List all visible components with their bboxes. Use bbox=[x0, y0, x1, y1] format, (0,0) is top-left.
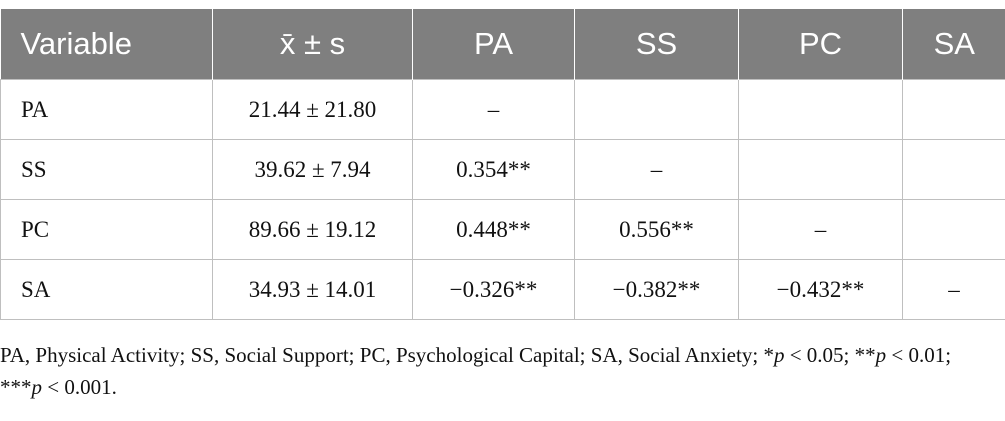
footnote-sig3-value: < 0.001. bbox=[42, 375, 117, 399]
cell-pc: – bbox=[738, 199, 903, 260]
cell-ss: – bbox=[574, 139, 739, 200]
row-label: SA bbox=[0, 259, 213, 320]
cell-pa: 0.448** bbox=[412, 199, 575, 260]
row-label: SS bbox=[0, 139, 213, 200]
cell-pc bbox=[738, 79, 903, 140]
cell-pc: −0.432** bbox=[738, 259, 903, 320]
correlation-table: Variable x̄ ± s PA SS PC SA PA 21.44 ± 2… bbox=[0, 9, 1005, 320]
correlation-table-container: Variable x̄ ± s PA SS PC SA PA 21.44 ± 2… bbox=[0, 9, 1005, 320]
cell-pa: −0.326** bbox=[412, 259, 575, 320]
cell-mean-sd: 39.62 ± 7.94 bbox=[212, 139, 413, 200]
header-pa: PA bbox=[412, 9, 575, 80]
cell-sa: – bbox=[902, 259, 1005, 320]
table-row: SS 39.62 ± 7.94 0.354** – bbox=[0, 139, 1005, 200]
footnote-sig2-p: p bbox=[875, 343, 887, 367]
footnote-sig3-p: p bbox=[31, 375, 43, 399]
cell-mean-sd: 21.44 ± 21.80 bbox=[212, 79, 413, 140]
header-mean-sd: x̄ ± s bbox=[212, 9, 413, 80]
cell-pa: 0.354** bbox=[412, 139, 575, 200]
cell-sa bbox=[902, 79, 1005, 140]
table-row: SA 34.93 ± 14.01 −0.326** −0.382** −0.43… bbox=[0, 259, 1005, 320]
cell-mean-sd: 34.93 ± 14.01 bbox=[212, 259, 413, 320]
cell-ss: 0.556** bbox=[574, 199, 739, 260]
footnote-sig2-value: < 0.01; bbox=[886, 343, 952, 367]
footnote-sig1-prefix: * bbox=[763, 343, 774, 367]
footnote-sig1-value: < 0.05; bbox=[784, 343, 855, 367]
row-label: PA bbox=[0, 79, 213, 140]
table-row: PA 21.44 ± 21.80 – bbox=[0, 79, 1005, 140]
row-label: PC bbox=[0, 199, 213, 260]
cell-sa bbox=[902, 139, 1005, 200]
footnote-sig3-prefix: *** bbox=[0, 375, 32, 399]
table-row: PC 89.66 ± 19.12 0.448** 0.556** – bbox=[0, 199, 1005, 260]
table-footnote: PA, Physical Activity; SS, Social Suppor… bbox=[0, 339, 990, 403]
header-row: Variable x̄ ± s PA SS PC SA bbox=[0, 9, 1005, 80]
cell-pc bbox=[738, 139, 903, 200]
cell-ss: −0.382** bbox=[574, 259, 739, 320]
header-ss: SS bbox=[574, 9, 739, 80]
header-pc: PC bbox=[738, 9, 903, 80]
cell-ss bbox=[574, 79, 739, 140]
footnote-sig1-p: p bbox=[773, 343, 785, 367]
footnote-abbreviations: PA, Physical Activity; SS, Social Suppor… bbox=[0, 343, 764, 367]
header-sa: SA bbox=[902, 9, 1005, 80]
cell-pa: – bbox=[412, 79, 575, 140]
footnote-sig2-prefix: ** bbox=[854, 343, 876, 367]
cell-mean-sd: 89.66 ± 19.12 bbox=[212, 199, 413, 260]
header-variable: Variable bbox=[0, 9, 213, 80]
cell-sa bbox=[902, 199, 1005, 260]
